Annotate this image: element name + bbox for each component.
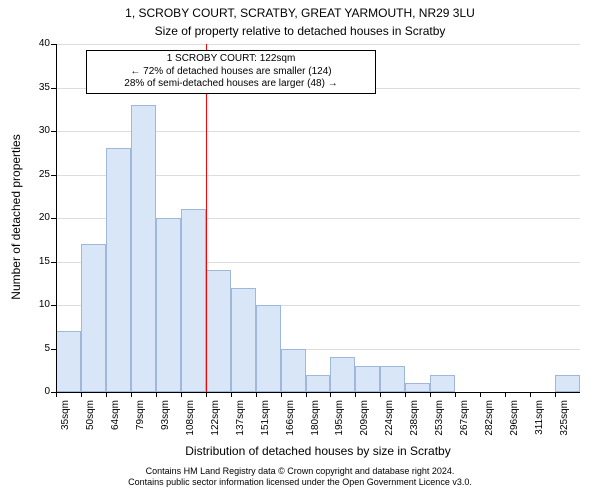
x-tick-label: 253sqm	[434, 400, 445, 460]
histogram-bar	[156, 218, 181, 392]
histogram-bar	[56, 331, 81, 392]
x-tick	[380, 392, 381, 397]
x-tick	[530, 392, 531, 397]
x-tick-label: 296sqm	[509, 400, 520, 460]
x-tick-label: 79sqm	[135, 400, 146, 460]
histogram-bar	[81, 244, 106, 392]
x-tick-label: 137sqm	[235, 400, 246, 460]
x-tick-label: 35sqm	[60, 400, 71, 460]
footer-text: Contains HM Land Registry data © Crown c…	[0, 466, 600, 489]
x-axis-line	[56, 392, 580, 393]
histogram-bar	[330, 357, 355, 392]
x-tick	[56, 392, 57, 397]
x-tick	[106, 392, 107, 397]
chart-title-line2: Size of property relative to detached ho…	[0, 24, 600, 38]
x-tick-label: 64sqm	[110, 400, 121, 460]
x-tick	[156, 392, 157, 397]
histogram-bar	[555, 375, 580, 392]
y-tick-label: 40	[26, 38, 50, 49]
x-tick	[231, 392, 232, 397]
y-tick-label: 30	[26, 125, 50, 136]
x-tick	[480, 392, 481, 397]
histogram-bar	[206, 270, 231, 392]
footer-line1: Contains HM Land Registry data © Crown c…	[146, 466, 455, 476]
y-tick-label: 20	[26, 212, 50, 223]
x-tick-label: 325sqm	[559, 400, 570, 460]
x-tick	[131, 392, 132, 397]
y-axis-line	[56, 44, 57, 392]
histogram-bar	[106, 148, 131, 392]
x-tick-label: 238sqm	[409, 400, 420, 460]
histogram-bar	[131, 105, 156, 392]
x-tick	[555, 392, 556, 397]
y-tick-label: 15	[26, 256, 50, 267]
x-tick-label: 311sqm	[534, 400, 545, 460]
x-tick	[330, 392, 331, 397]
x-tick	[455, 392, 456, 397]
histogram-bar	[231, 288, 256, 392]
x-tick	[306, 392, 307, 397]
chart-title-line1: 1, SCROBY COURT, SCRATBY, GREAT YARMOUTH…	[0, 6, 600, 20]
histogram-bar	[380, 366, 405, 392]
y-tick-label: 10	[26, 299, 50, 310]
y-tick-label: 25	[26, 169, 50, 180]
x-tick-label: 151sqm	[260, 400, 271, 460]
annotation-line2: ← 72% of detached houses are smaller (12…	[130, 66, 331, 77]
x-tick	[355, 392, 356, 397]
chart-container: { "titles": { "line1": "1, SCROBY COURT,…	[0, 0, 600, 500]
x-tick-label: 224sqm	[384, 400, 395, 460]
plot-area	[56, 44, 580, 392]
x-tick-label: 108sqm	[185, 400, 196, 460]
x-tick	[256, 392, 257, 397]
histogram-bar	[355, 366, 380, 392]
x-tick-label: 166sqm	[285, 400, 296, 460]
x-tick-label: 282sqm	[484, 400, 495, 460]
x-tick-label: 93sqm	[160, 400, 171, 460]
x-tick-label: 209sqm	[359, 400, 370, 460]
x-tick	[405, 392, 406, 397]
histogram-bar	[256, 305, 281, 392]
histogram-bar	[306, 375, 331, 392]
y-tick-label: 0	[26, 386, 50, 397]
x-tick-label: 267sqm	[459, 400, 470, 460]
footer-line2: Contains public sector information licen…	[128, 477, 472, 487]
x-tick	[206, 392, 207, 397]
histogram-bar	[281, 349, 306, 393]
x-tick	[81, 392, 82, 397]
x-tick	[181, 392, 182, 397]
annotation-line1: 1 SCROBY COURT: 122sqm	[167, 53, 296, 64]
histogram-bar	[181, 209, 206, 392]
annotation-box: 1 SCROBY COURT: 122sqm ← 72% of detached …	[86, 50, 376, 94]
annotation-line3: 28% of semi-detached houses are larger (…	[124, 78, 337, 89]
y-tick-label: 35	[26, 82, 50, 93]
x-tick-label: 50sqm	[85, 400, 96, 460]
marker-line	[206, 44, 208, 392]
x-tick-label: 180sqm	[310, 400, 321, 460]
x-tick	[505, 392, 506, 397]
x-tick	[281, 392, 282, 397]
histogram-bar	[405, 383, 430, 392]
y-axis-label: Number of detached properties	[9, 43, 23, 391]
gridline	[56, 44, 580, 45]
y-tick-label: 5	[26, 343, 50, 354]
x-tick-label: 195sqm	[334, 400, 345, 460]
x-tick	[430, 392, 431, 397]
x-tick-label: 122sqm	[210, 400, 221, 460]
histogram-bar	[430, 375, 455, 392]
